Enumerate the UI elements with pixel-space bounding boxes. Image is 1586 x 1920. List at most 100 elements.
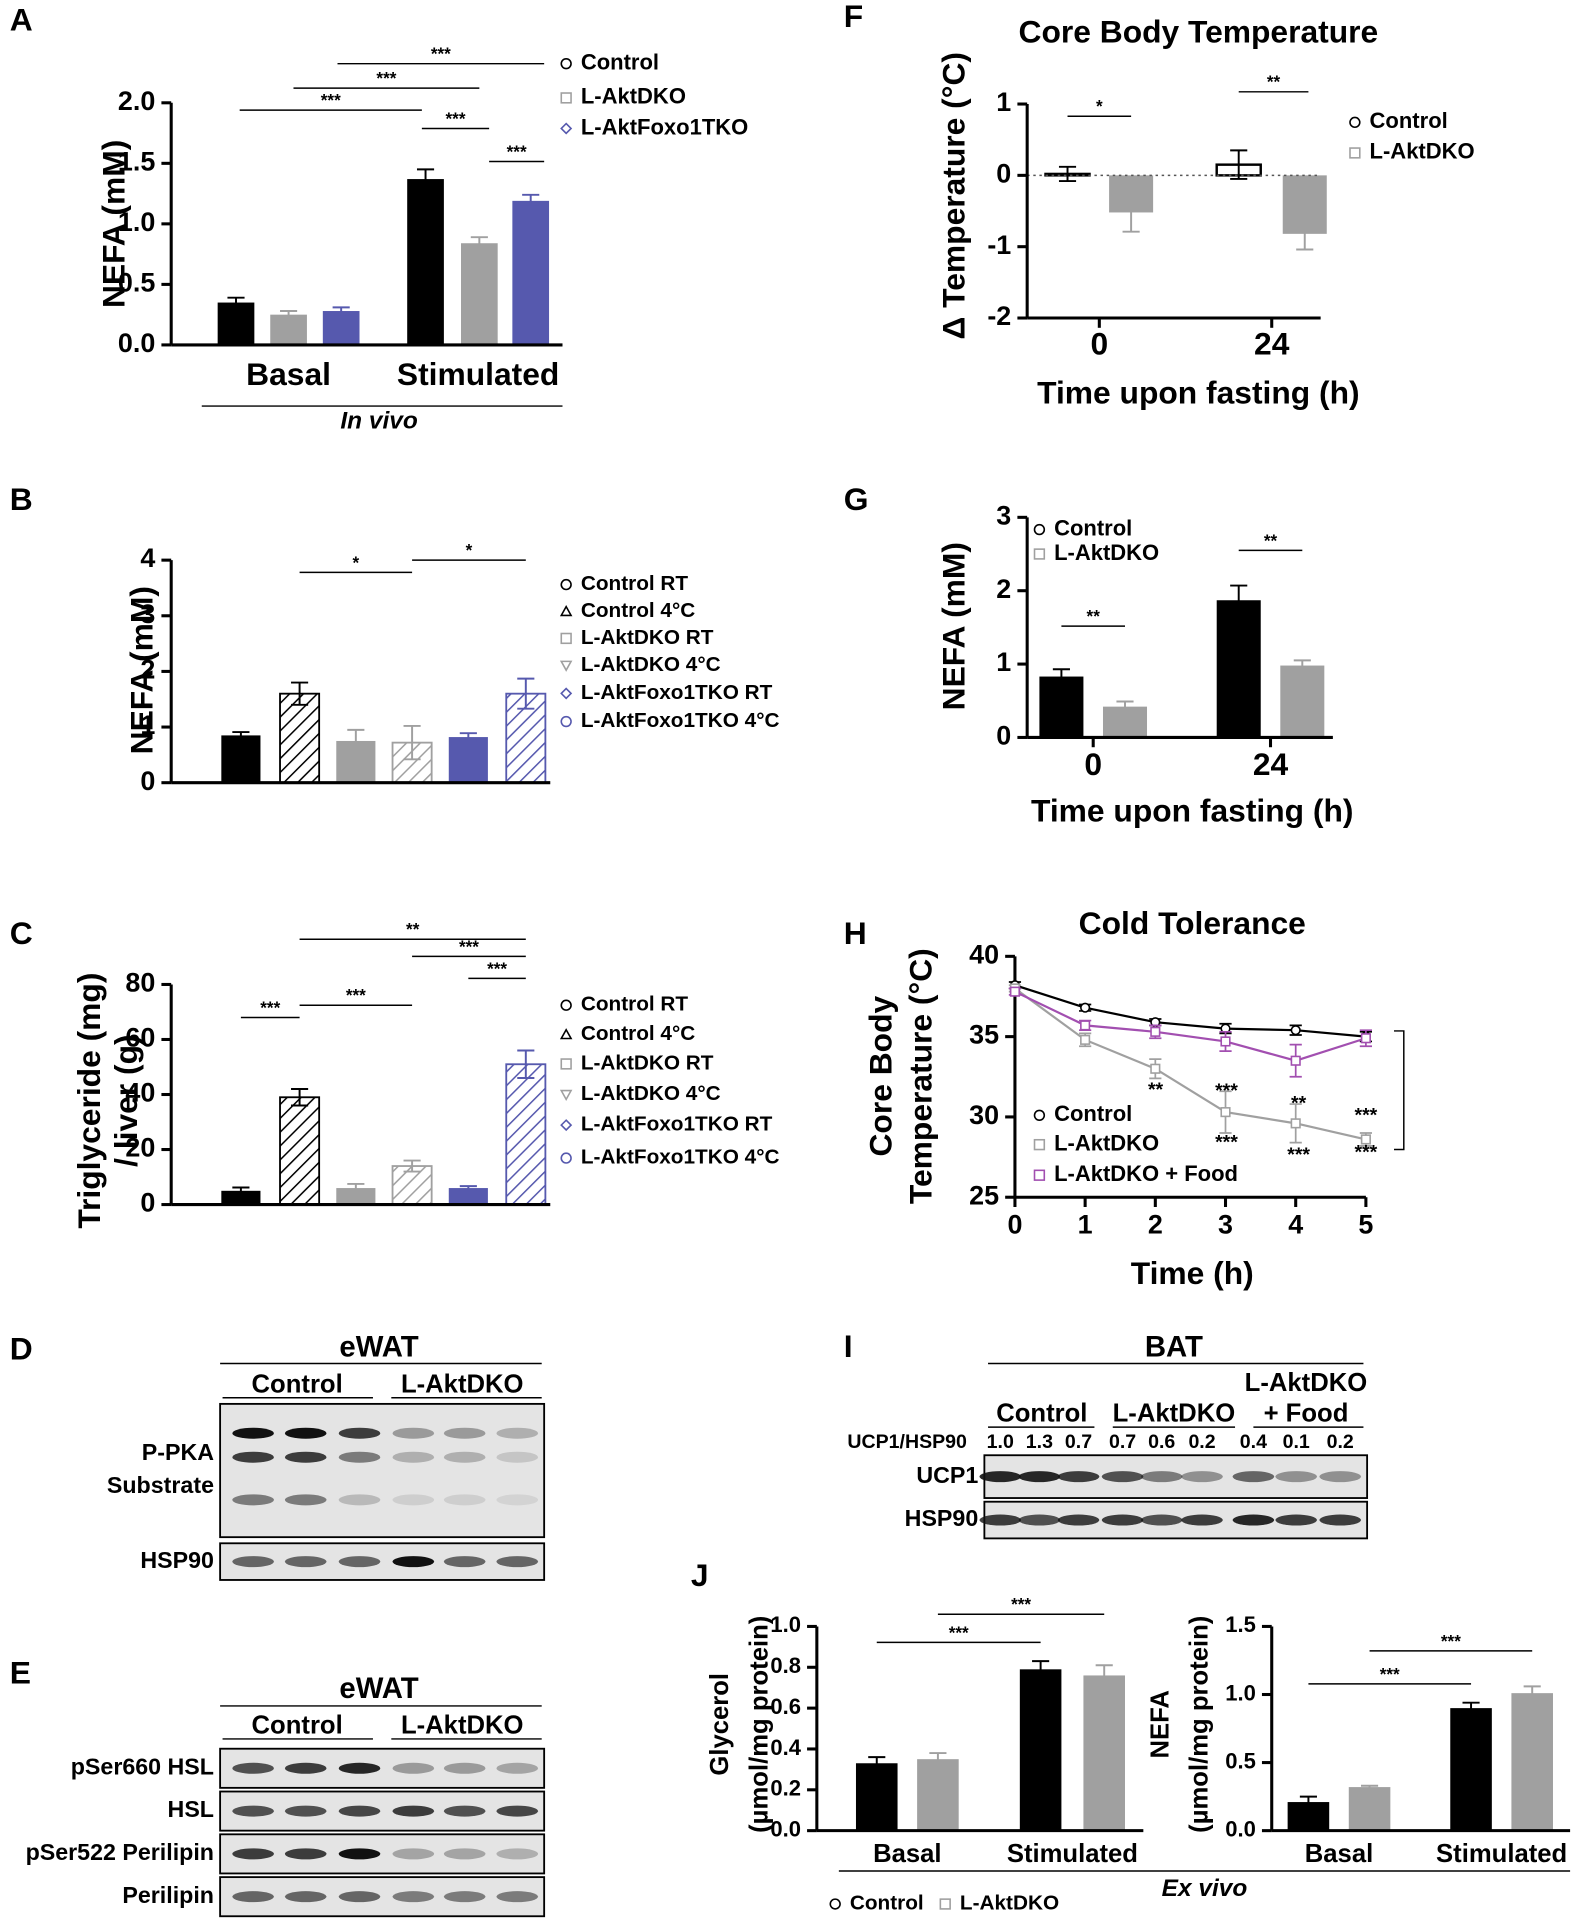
y-axis-label: NEFA (mM) [124,586,160,754]
blot-band [338,1762,381,1774]
bar [855,1763,898,1831]
legend-label: L-AktDKO 4°C [581,1082,721,1105]
group-label: Control [252,1711,343,1739]
error-bar [1032,1660,1050,1679]
point [1220,1036,1231,1047]
error-bar [227,296,245,309]
significance-label: ** [1087,607,1101,626]
bar [1083,1675,1125,1831]
blot-band [1140,1514,1183,1526]
point [1360,1033,1371,1044]
legend-label: L-AktFoxo1TKO 4°C [581,1146,780,1169]
blot-band [338,1451,381,1463]
error-bar [332,306,350,316]
y-tick-label: 60 [125,1023,155,1053]
legend-label: Control [1054,515,1132,540]
group-label: L-AktDKO [401,1711,524,1739]
group-label: + Food [1264,1400,1349,1428]
legend-marker [1033,523,1046,536]
ratio-value: 1.3 [1026,1431,1053,1453]
chart-title: Cold Tolerance [1079,905,1306,941]
blot-band [392,1805,435,1817]
legend-label: Control 4°C [581,1022,695,1045]
y-tick-label: 1.5 [118,146,155,176]
error-bar [1523,1685,1541,1701]
blot-band [392,1848,435,1860]
point [1080,1020,1091,1031]
significance-label: *** [459,937,479,956]
blot-band [338,1891,381,1903]
blot-band [1057,1471,1100,1483]
blot-band [284,1427,327,1439]
bar [448,1188,488,1205]
legend-marker [560,687,573,700]
y-tick-label: 0.0 [1225,1816,1256,1841]
significance-label: *** [1354,1141,1377,1163]
significance-label: *** [1011,1595,1031,1614]
blot-band [496,1805,539,1817]
y-tick-label: 2 [140,655,155,685]
x-tick-label: 0 [1084,746,1102,782]
blot-image [219,1402,546,1539]
significance-label: *** [321,91,341,110]
error-bar [1122,192,1140,233]
blot-image [219,1876,546,1918]
blot-band [338,1848,381,1860]
blot-title: BAT [1145,1331,1203,1364]
ratio-value: 0.7 [1109,1431,1136,1453]
y-tick-label: 40 [125,1078,155,1108]
error-bar [470,236,488,251]
point [1220,1107,1231,1118]
legend-marker [1033,548,1046,560]
blot-band [284,1556,327,1568]
x-tick-label: 1 [1078,1210,1093,1240]
legend-label: L-AktFoxo1TKO 4°C [581,709,780,732]
ratio-value: 0.1 [1283,1431,1310,1453]
significance-label: *** [487,959,507,978]
significance-label: *** [376,69,396,88]
series-line [1014,984,1366,1038]
legend-marker [560,999,572,1011]
blot-band [496,1556,539,1568]
panel-label: E [10,1655,31,1691]
legend-marker [939,1898,951,1910]
series-line [1014,987,1367,1141]
group-label: Control [996,1400,1087,1428]
bar [512,200,550,345]
row-label: HSL [168,1796,214,1822]
significance-label: *** [346,986,366,1005]
bar [221,1190,261,1205]
significance-label: *** [1354,1105,1377,1127]
x-tick-label: 5 [1358,1210,1373,1240]
legend-label: L-AktFoxo1TKO [581,114,748,139]
legend-marker [559,604,573,617]
bar [461,243,498,345]
error-bar [1462,1701,1480,1715]
blot-image [219,1790,546,1832]
x-tick-label: 4 [1288,1210,1303,1240]
legend-marker [560,715,572,728]
blot-band [1275,1514,1317,1526]
bar [1019,1669,1062,1831]
bracket [1394,1030,1405,1151]
significance-label: *** [1215,1080,1238,1102]
y-axis-label: NEFA (mM) [936,542,972,710]
row-label: pSer660 HSL [71,1753,214,1779]
annotation: In vivo [340,407,417,434]
y-tick-label: 1 [996,87,1011,117]
y-tick-label: 1.0 [118,207,155,237]
blot-band [1181,1514,1223,1526]
blot-band [443,1556,486,1568]
y-tick-label: 2.0 [118,86,155,116]
legend-marker [560,57,572,70]
y-axis-label: NEFA (mM) [96,140,132,308]
ratio-value: 0.7 [1065,1431,1092,1453]
error-bar [1052,668,1070,685]
row-label: UCP1 [916,1462,978,1488]
panel-label: A [10,1,33,37]
bar [1280,665,1325,738]
blot-band [392,1494,435,1506]
row-label: pSer522 Perilipin [26,1839,214,1865]
annotation: Ex vivo [1162,1875,1248,1902]
significance-label: *** [446,109,466,128]
